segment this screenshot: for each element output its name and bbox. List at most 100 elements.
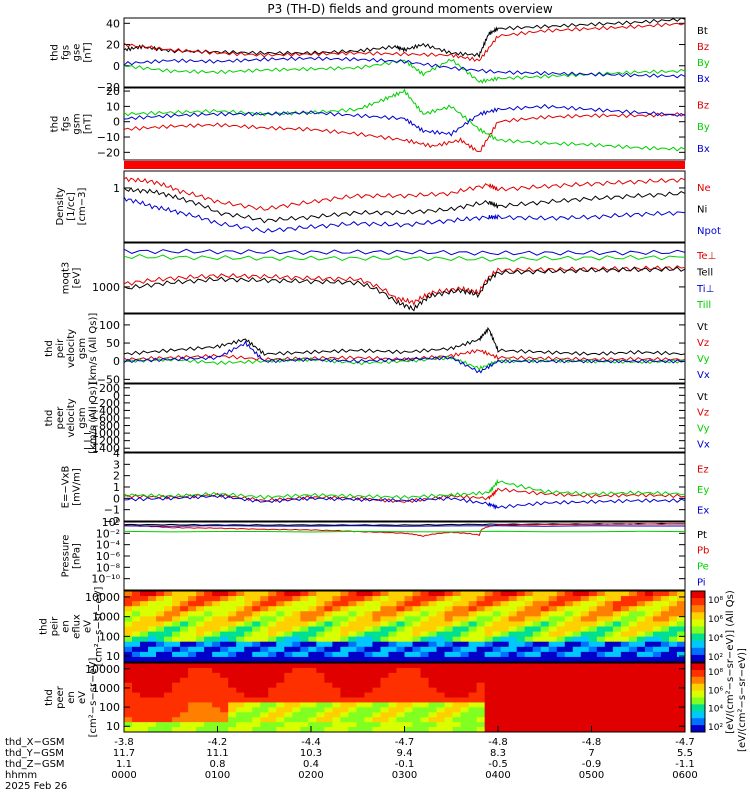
heatmap-cell	[548, 591, 558, 597]
heatmap-cell	[220, 692, 229, 698]
heatmap-cell	[292, 687, 301, 694]
heatmap-cell	[532, 606, 542, 612]
heatmap-cell	[252, 596, 261, 602]
heatmap-cell	[140, 682, 149, 689]
heatmap-cell	[492, 636, 502, 643]
heatmap-cell	[276, 606, 285, 612]
heatmap-cell	[644, 621, 654, 627]
x-label-x: -4.8	[582, 737, 602, 748]
heatmap-cell	[588, 667, 598, 674]
heatmap-cell	[172, 626, 181, 633]
heatmap-cell	[492, 672, 502, 679]
heatmap-cell	[620, 672, 630, 679]
heatmap-cell	[468, 616, 478, 622]
heatmap-cell	[292, 641, 301, 648]
heatmap-cell	[460, 692, 470, 698]
heatmap-cell	[540, 611, 550, 617]
heatmap-cell	[204, 687, 213, 694]
heatmap-cell	[396, 727, 405, 733]
heatmap-cell	[580, 687, 590, 694]
heatmap-cell	[124, 692, 133, 698]
heatmap-cell	[188, 641, 197, 648]
heatmap-cell	[348, 606, 357, 612]
y-tick-label: 1	[113, 481, 120, 494]
heatmap-cell	[268, 722, 277, 728]
heatmap-cell	[628, 646, 638, 653]
heatmap-cell	[196, 672, 205, 679]
heatmap-cell	[628, 601, 638, 607]
heatmap-cell	[124, 677, 133, 684]
y-axis-label: Density	[55, 187, 66, 225]
heatmap-cell	[284, 687, 293, 694]
heatmap-cell	[508, 606, 518, 612]
x-label-hhmm: 0300	[392, 770, 417, 781]
heatmap-cell	[516, 626, 526, 633]
heatmap-cell	[404, 601, 414, 607]
heatmap-cell	[404, 606, 414, 612]
heatmap-cell	[556, 727, 566, 733]
heatmap-cell	[444, 626, 454, 633]
y-tick-label: −1000	[83, 427, 120, 440]
heatmap-cell	[284, 616, 293, 622]
heatmap-cell	[324, 626, 333, 633]
legend-label: Pt	[697, 530, 707, 541]
heatmap-cell	[596, 641, 606, 648]
heatmap-cell	[572, 621, 582, 627]
y-axis-label: peer	[55, 685, 66, 709]
heatmap-cell	[364, 687, 373, 694]
heatmap-cell	[540, 596, 550, 602]
heatmap-cell	[284, 697, 293, 703]
series-Pi	[123, 525, 685, 527]
heatmap-cell	[196, 611, 205, 617]
heatmap-cell	[284, 677, 293, 684]
heatmap-cell	[212, 707, 221, 713]
heatmap-cell	[572, 687, 582, 694]
heatmap-cell	[228, 677, 237, 684]
heatmap-cell	[596, 697, 606, 703]
heatmap-cell	[292, 626, 301, 633]
heatmap-cell	[676, 663, 686, 669]
heatmap-cell	[188, 591, 197, 597]
heatmap-cell	[252, 663, 261, 669]
heatmap-cell	[668, 663, 678, 669]
y-axis-label: moqt3	[61, 262, 72, 295]
heatmap-cell	[332, 727, 341, 733]
heatmap-cell	[156, 697, 165, 703]
heatmap-cell	[204, 677, 213, 684]
heatmap-cell	[604, 712, 614, 718]
colorbar-cell	[691, 591, 705, 599]
heatmap-cell	[612, 601, 622, 607]
heatmap-cell	[628, 626, 638, 633]
heatmap-cell	[228, 702, 237, 708]
heatmap-cell	[444, 651, 454, 658]
heatmap-cell	[508, 672, 518, 679]
heatmap-cell	[612, 656, 622, 663]
heatmap-cell	[236, 682, 245, 689]
heatmap-cell	[588, 663, 598, 669]
heatmap-cell	[380, 601, 389, 607]
heatmap-cell	[292, 621, 301, 627]
heatmap-cell	[164, 707, 173, 713]
heatmap-cell	[212, 722, 221, 728]
heatmap-cell	[268, 707, 277, 713]
heatmap-cell	[180, 606, 189, 612]
heatmap-cell	[124, 641, 133, 648]
heatmap-cell	[580, 596, 590, 602]
heatmap-cell	[588, 682, 598, 689]
heatmap-cell	[212, 646, 221, 653]
heatmap-cell	[236, 656, 245, 663]
heatmap-cell	[452, 707, 462, 713]
heatmap-cell	[124, 631, 133, 638]
heatmap-cell	[372, 702, 381, 708]
heatmap-cell	[188, 692, 197, 698]
heatmap-cell	[476, 631, 486, 638]
heatmap-cell	[660, 601, 670, 607]
y-tick-label: 100	[99, 630, 120, 643]
heatmap-cell	[220, 636, 229, 643]
heatmap-cell	[444, 722, 454, 728]
heatmap-cell	[588, 656, 598, 663]
heatmap-cell	[668, 677, 678, 684]
heatmap-cell	[292, 596, 301, 602]
heatmap-cell	[516, 702, 526, 708]
heatmap-cell	[196, 636, 205, 643]
